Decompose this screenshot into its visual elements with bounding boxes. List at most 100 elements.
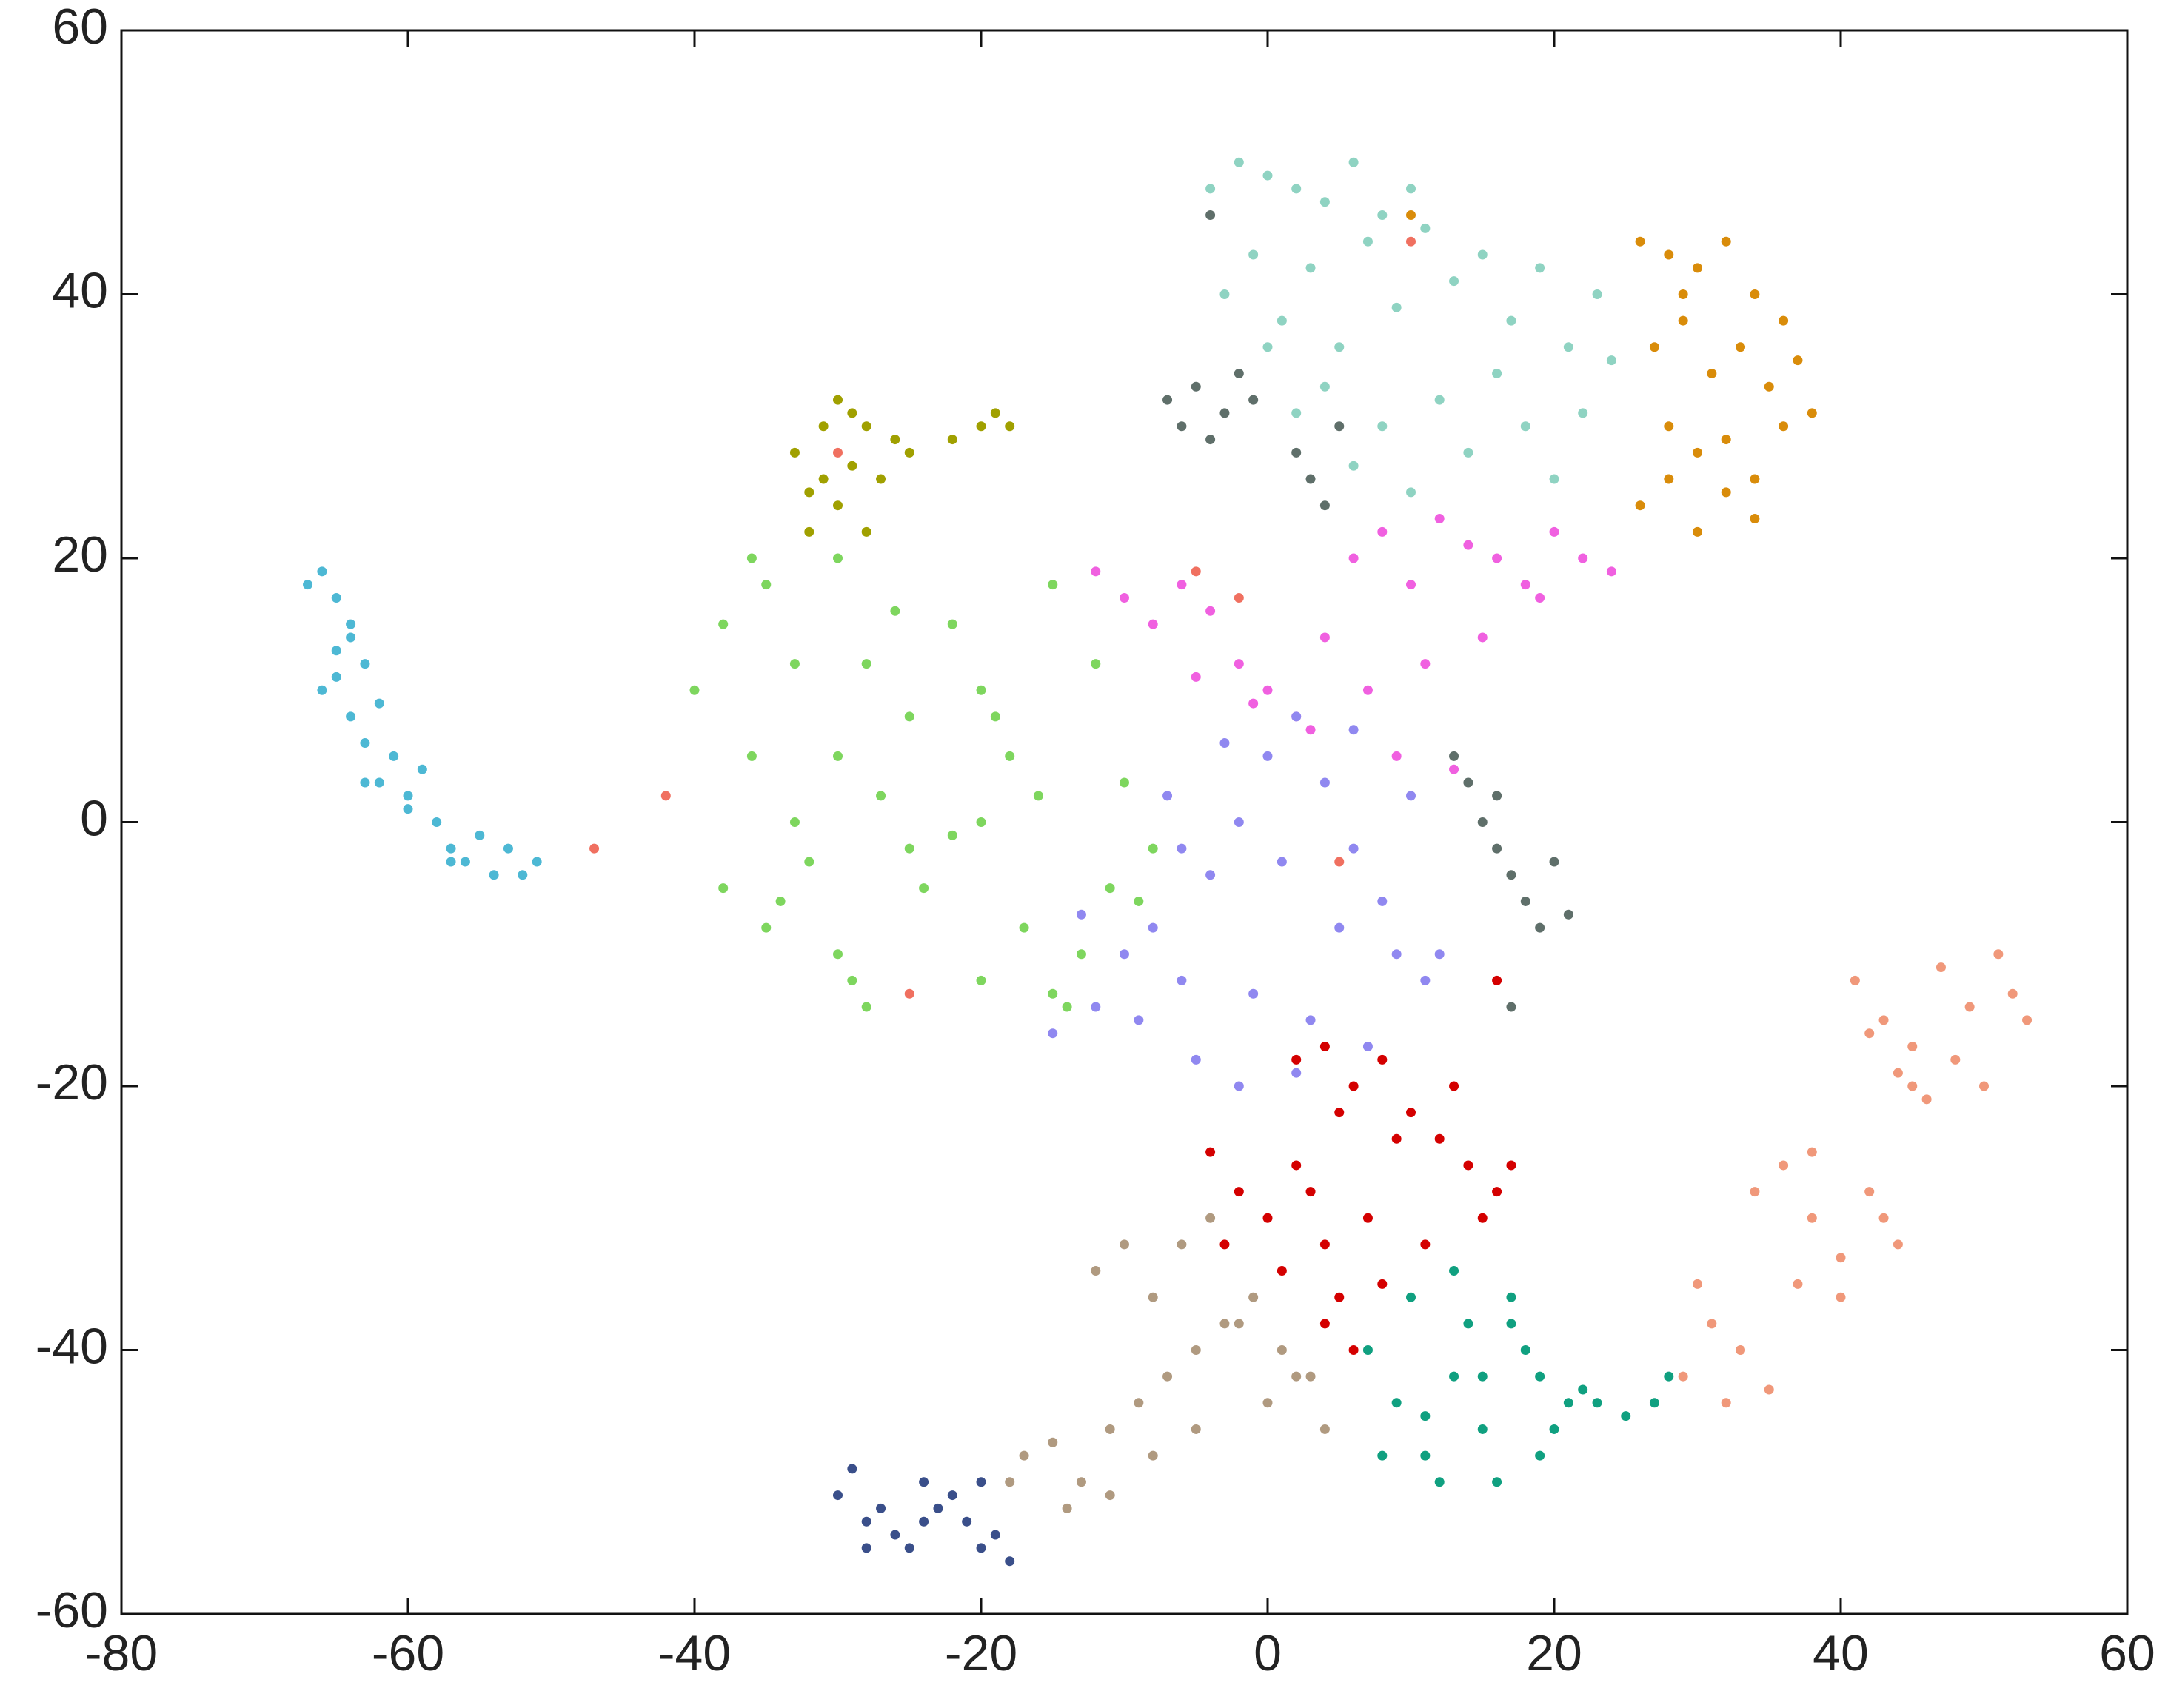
point: [1449, 1371, 1459, 1382]
point: [1334, 1108, 1345, 1118]
point: [374, 698, 384, 709]
point: [1563, 909, 1573, 920]
point: [1220, 289, 1230, 299]
point: [746, 553, 757, 563]
point: [1120, 777, 1129, 788]
point: [1850, 975, 1860, 985]
point: [1177, 580, 1187, 590]
point: [1191, 672, 1201, 682]
point: [1291, 1371, 1302, 1382]
point: [532, 857, 542, 867]
point: [1477, 1371, 1488, 1382]
point: [1291, 408, 1302, 418]
point: [962, 1516, 972, 1527]
point: [1921, 1094, 1932, 1105]
point: [1693, 1279, 1702, 1289]
point: [317, 566, 327, 577]
point: [1807, 408, 1817, 418]
point: [1234, 1187, 1244, 1197]
point: [1377, 1054, 1388, 1065]
point: [1234, 157, 1244, 167]
x-tick-label: 20: [1526, 1625, 1582, 1681]
point: [861, 659, 871, 669]
point: [876, 791, 886, 801]
point: [1248, 698, 1259, 709]
point: [1477, 1213, 1488, 1223]
point: [1750, 514, 1760, 524]
point: [432, 817, 442, 827]
point: [1549, 1424, 1559, 1434]
point: [1964, 1002, 1975, 1012]
point: [1449, 764, 1459, 774]
point: [1979, 1081, 1989, 1091]
point: [1234, 1081, 1244, 1091]
point: [1033, 791, 1043, 801]
point: [2022, 1015, 2033, 1025]
point: [1220, 738, 1230, 748]
point: [1907, 1042, 1918, 1052]
point: [861, 421, 871, 432]
point: [1205, 1147, 1216, 1157]
point: [1234, 592, 1244, 603]
x-tick-label: -60: [372, 1625, 444, 1681]
point: [1635, 236, 1645, 247]
point: [489, 870, 499, 880]
point: [1492, 368, 1502, 378]
point: [1807, 1147, 1817, 1157]
point: [990, 408, 1000, 418]
point: [1305, 474, 1316, 484]
point: [1248, 395, 1259, 405]
point: [1434, 395, 1445, 405]
point: [1707, 1319, 1717, 1329]
point: [818, 421, 829, 432]
point: [1678, 1371, 1688, 1382]
point: [1319, 1424, 1330, 1434]
point: [1091, 659, 1101, 669]
point: [1406, 210, 1416, 221]
point: [1091, 566, 1101, 577]
point: [1549, 474, 1559, 484]
point: [1721, 236, 1731, 247]
point: [1406, 1292, 1416, 1302]
point: [990, 711, 1000, 722]
point: [1148, 619, 1158, 629]
point: [1463, 1160, 1473, 1171]
point: [1893, 1239, 1903, 1250]
point: [1563, 342, 1573, 352]
point: [1319, 381, 1330, 392]
point: [1449, 1081, 1459, 1091]
point: [1048, 580, 1058, 590]
point: [1348, 461, 1359, 471]
point: [718, 883, 729, 894]
x-tick-label: -40: [658, 1625, 731, 1681]
point: [1678, 315, 1688, 326]
point: [1707, 368, 1717, 378]
point: [1005, 1556, 1015, 1567]
point: [1750, 1187, 1760, 1197]
point: [1664, 1371, 1674, 1382]
x-tick-label: -80: [85, 1625, 158, 1681]
point: [1177, 975, 1187, 985]
point: [1148, 922, 1158, 933]
point: [331, 646, 341, 656]
point: [1305, 1371, 1316, 1382]
point: [1506, 1319, 1516, 1329]
point: [1864, 1187, 1875, 1197]
point: [360, 738, 370, 748]
point: [1362, 685, 1373, 695]
point: [1434, 1477, 1445, 1487]
point: [1005, 1477, 1015, 1487]
point: [446, 857, 456, 867]
point: [1205, 210, 1216, 221]
point: [1463, 447, 1473, 458]
point: [1248, 1292, 1259, 1302]
point: [1319, 1319, 1330, 1329]
point: [1234, 368, 1244, 378]
point: [861, 1516, 871, 1527]
point: [1062, 1503, 1072, 1513]
point: [1535, 263, 1545, 273]
point: [1334, 857, 1345, 867]
point: [1836, 1292, 1846, 1302]
point: [1592, 289, 1602, 299]
point: [890, 435, 900, 445]
